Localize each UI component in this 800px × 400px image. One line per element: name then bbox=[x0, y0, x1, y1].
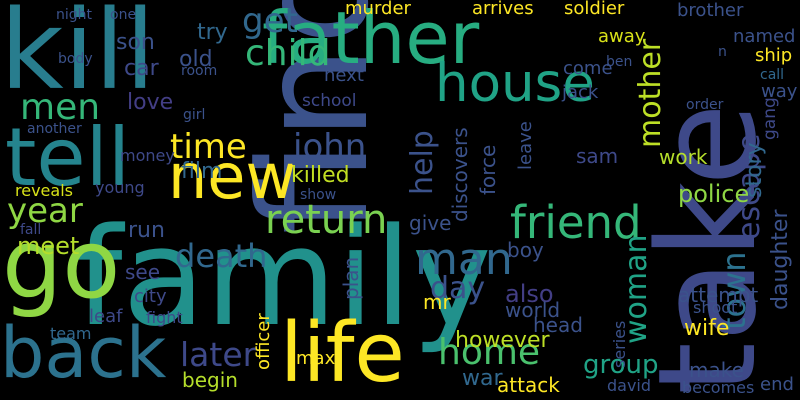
word-new: new bbox=[168, 140, 297, 213]
word-killed: killed bbox=[291, 163, 350, 188]
word-discovers: discovers bbox=[448, 127, 472, 222]
word-men: men bbox=[20, 87, 101, 128]
word-order: order bbox=[686, 97, 724, 113]
word-house: house bbox=[435, 53, 595, 114]
word-another: another bbox=[27, 121, 82, 137]
word-named: named bbox=[733, 26, 796, 47]
word-death: death bbox=[175, 237, 268, 275]
word-school: school bbox=[302, 91, 357, 111]
word-year: year bbox=[7, 191, 83, 231]
word-love: love bbox=[127, 90, 174, 115]
word-daughter: daughter bbox=[768, 209, 793, 310]
word-attack: attack bbox=[497, 373, 560, 397]
word-next: next bbox=[324, 65, 364, 86]
word-girl: girl bbox=[183, 107, 206, 123]
word-attempt: attempt bbox=[678, 283, 759, 307]
word-life: life bbox=[280, 306, 405, 400]
word-get: get bbox=[242, 1, 298, 41]
word-away: away bbox=[598, 26, 646, 47]
word-night: night bbox=[56, 7, 93, 23]
word-mother: mother bbox=[633, 38, 668, 148]
word-run: run bbox=[128, 218, 165, 243]
word-one: one bbox=[110, 7, 137, 23]
word-family: family bbox=[75, 199, 492, 356]
word-make: make bbox=[689, 358, 744, 382]
word-way: way bbox=[761, 81, 798, 102]
word-son: son bbox=[116, 30, 155, 55]
word-day: day bbox=[430, 271, 486, 306]
word-meet: meet bbox=[17, 232, 80, 260]
word-go: go bbox=[2, 210, 121, 320]
word-home: home bbox=[438, 332, 541, 373]
word-film: film bbox=[181, 159, 223, 184]
word-give: give bbox=[409, 211, 452, 235]
word-work: work bbox=[659, 145, 708, 169]
word-fall: fall bbox=[20, 222, 42, 238]
word-ben: ben bbox=[606, 54, 633, 70]
word-sam: sam bbox=[576, 144, 619, 168]
word-john: john bbox=[293, 127, 367, 167]
word-help: help bbox=[405, 130, 440, 195]
word-series: series bbox=[610, 320, 629, 368]
word-war: war bbox=[462, 366, 503, 391]
word-begin: begin bbox=[182, 368, 238, 392]
word-boy: boy bbox=[507, 238, 544, 262]
word-call: call bbox=[760, 67, 785, 83]
word-story: story bbox=[742, 142, 767, 198]
word-team: team bbox=[50, 324, 92, 343]
word-soldier: soldier bbox=[564, 0, 625, 19]
word-max: max bbox=[296, 348, 336, 369]
word-back: back bbox=[0, 312, 167, 394]
word-reveals: reveals bbox=[15, 181, 73, 200]
word-jack: jack bbox=[562, 82, 599, 103]
word-leave: leave bbox=[515, 121, 536, 170]
word-man: man bbox=[415, 234, 513, 285]
word-friend: friend bbox=[510, 196, 642, 249]
word-david: david bbox=[607, 376, 652, 395]
word-fight: fight bbox=[146, 308, 183, 327]
word-city: city bbox=[134, 286, 167, 307]
word-kill: kill bbox=[0, 0, 156, 114]
word-room: room bbox=[181, 63, 218, 79]
word-gang: gang bbox=[760, 97, 780, 140]
word-mr: mr bbox=[423, 290, 451, 314]
word-force: force bbox=[476, 144, 500, 195]
word-old: old bbox=[179, 47, 213, 72]
word-head: head bbox=[533, 313, 583, 337]
word-plan: plan bbox=[339, 256, 363, 300]
word-ship: ship bbox=[755, 45, 793, 66]
word-wife: wife bbox=[684, 316, 730, 341]
word-money: money bbox=[120, 146, 175, 165]
word-come: come bbox=[563, 58, 613, 79]
word-leaf: leaf bbox=[89, 306, 123, 327]
word-car: car bbox=[124, 56, 159, 81]
word-later: later bbox=[180, 335, 257, 374]
word-n: n bbox=[718, 44, 727, 60]
word-arrives: arrives bbox=[472, 0, 534, 19]
word-world: world bbox=[505, 298, 561, 322]
word-group: group bbox=[583, 350, 659, 380]
word-child: child bbox=[245, 33, 331, 74]
word-return: return bbox=[265, 197, 388, 243]
word-end: end bbox=[760, 374, 794, 395]
word-try: try bbox=[197, 20, 228, 45]
word-murder: murder bbox=[345, 0, 411, 19]
word-police: police bbox=[678, 180, 750, 208]
word-body: body bbox=[58, 51, 93, 67]
word-tell: tell bbox=[5, 111, 131, 204]
word-officer: officer bbox=[253, 313, 274, 370]
word-show: show bbox=[300, 187, 337, 203]
word-becomes: becomes bbox=[682, 378, 755, 397]
word-shoot: shoot bbox=[693, 298, 738, 317]
word-however: however bbox=[455, 328, 550, 353]
word-young: young bbox=[95, 178, 145, 197]
word-see: see bbox=[125, 260, 161, 284]
word-time: time bbox=[170, 127, 247, 167]
word-also: also bbox=[505, 280, 554, 308]
word-father: father bbox=[262, 0, 480, 80]
word-brother: brother bbox=[677, 0, 744, 21]
